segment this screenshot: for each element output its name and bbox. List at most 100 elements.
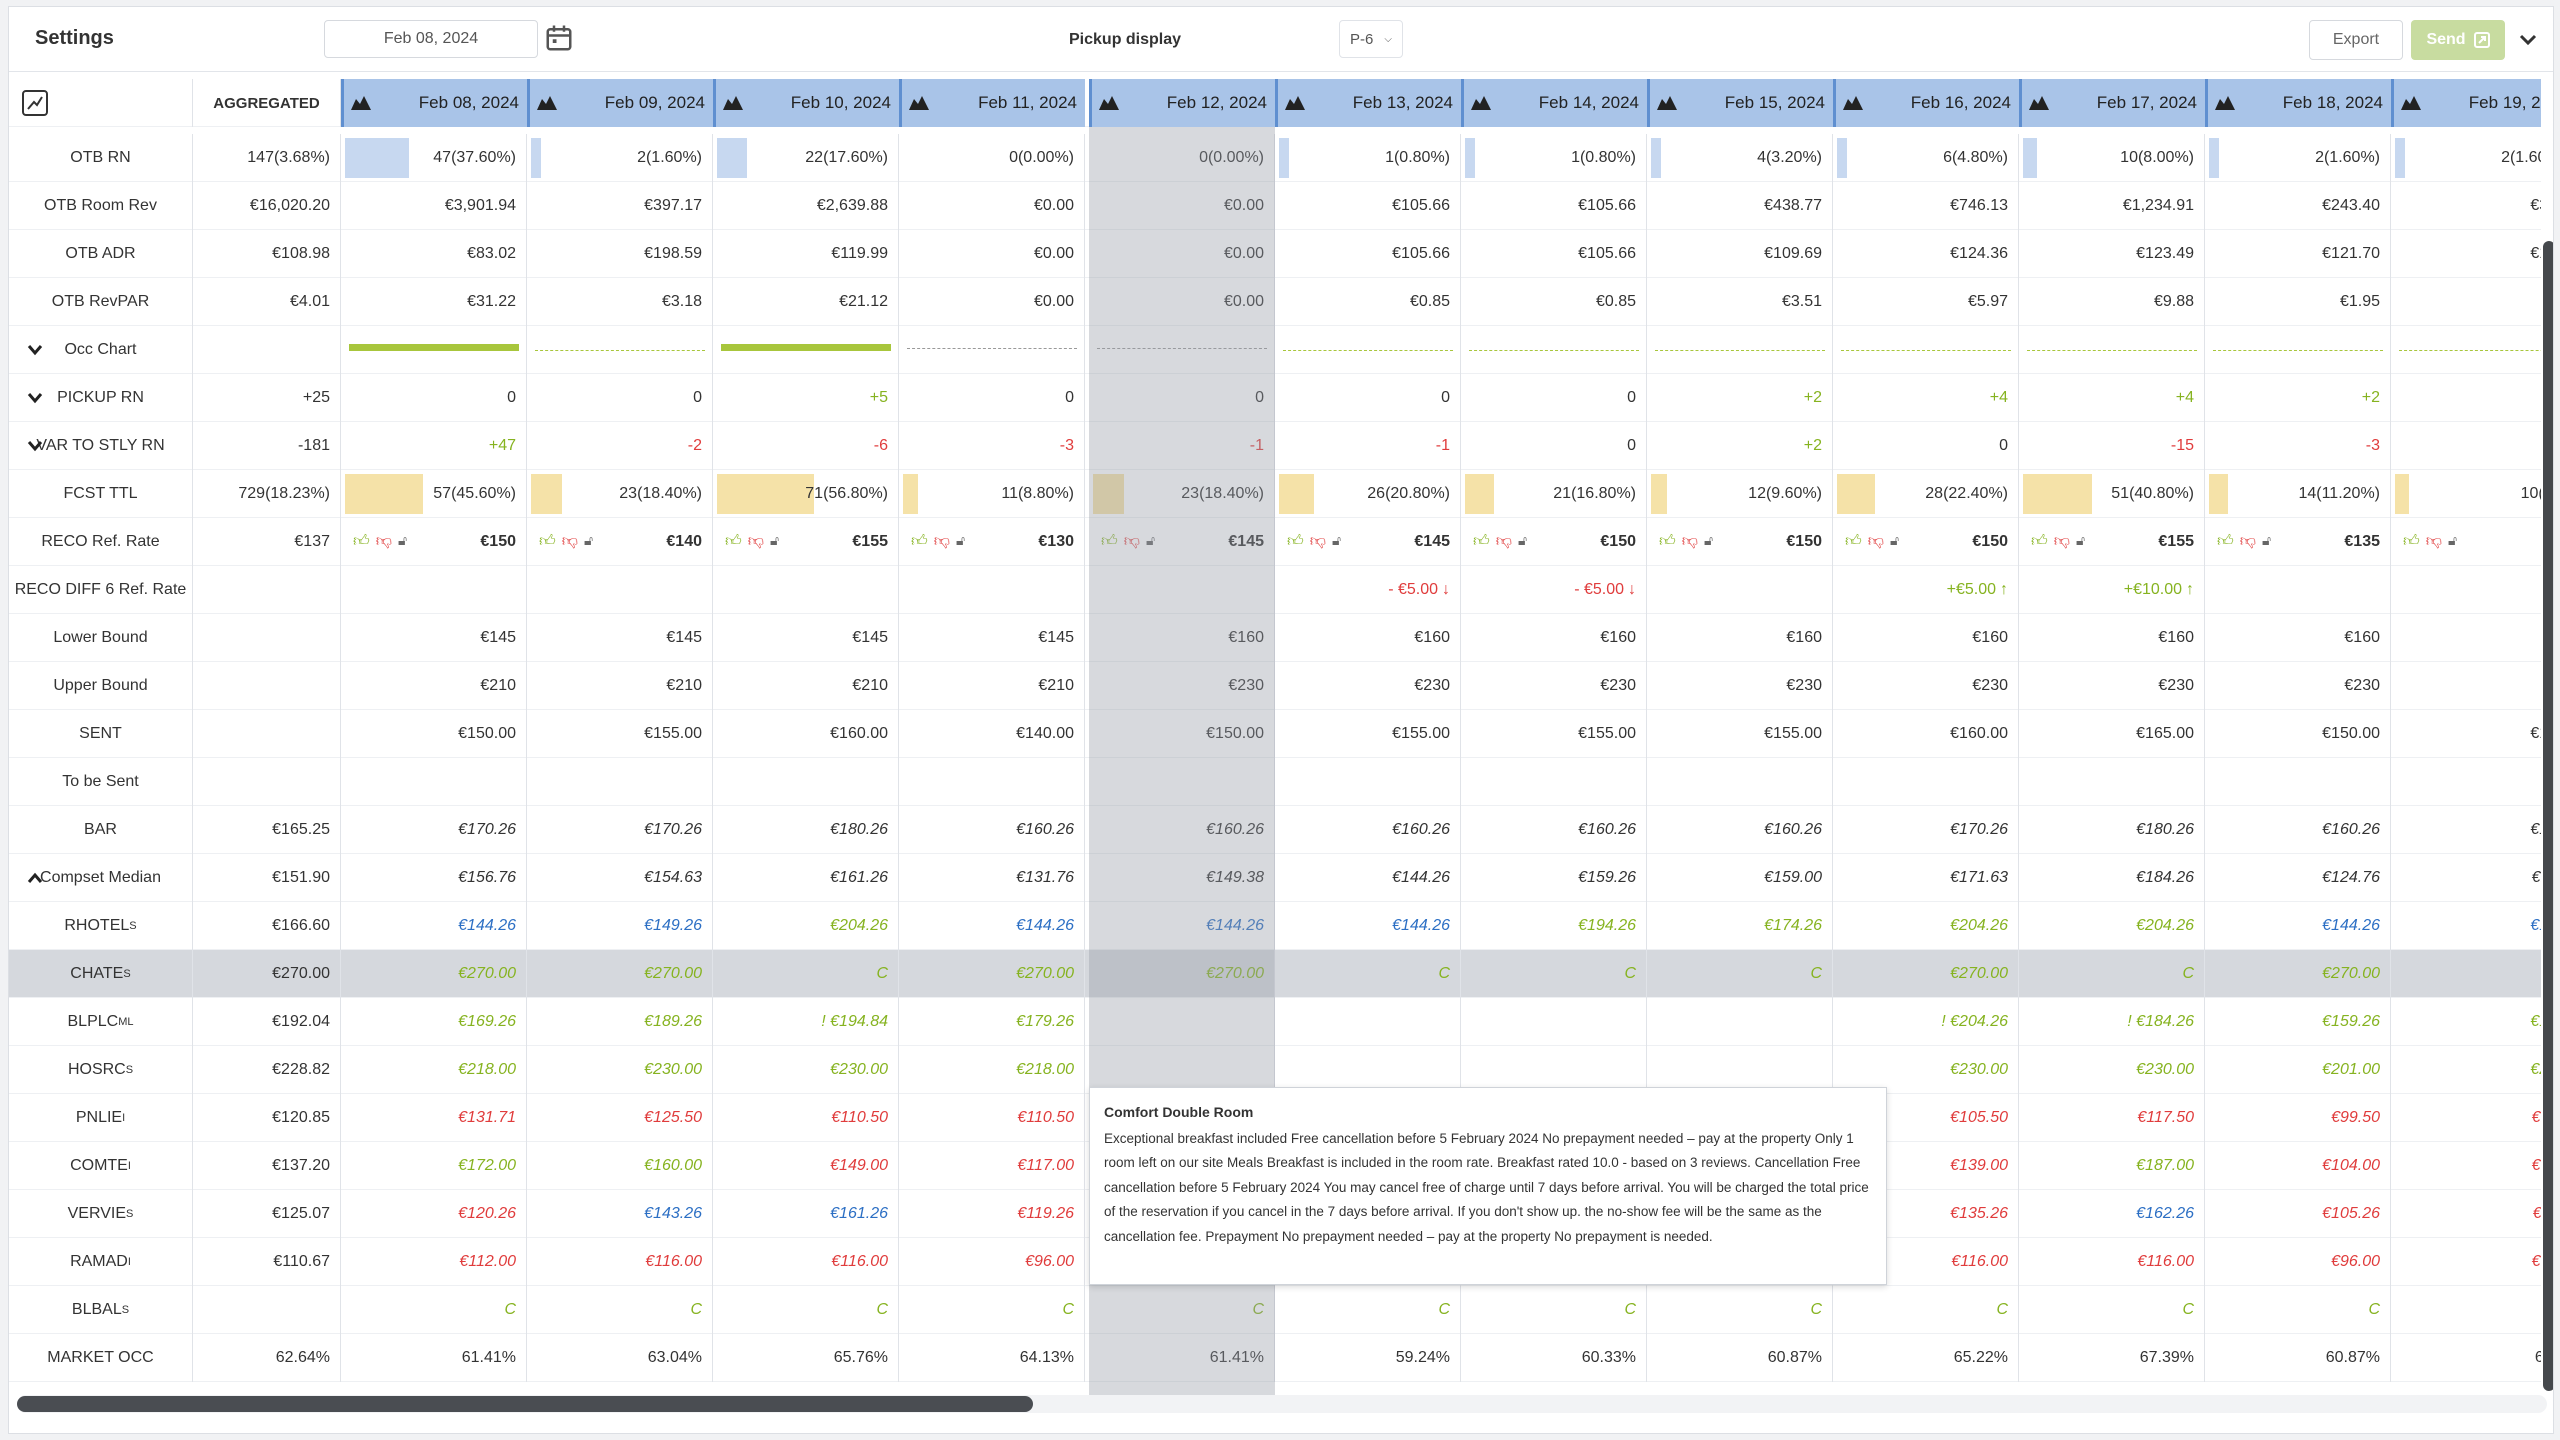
grid-cell[interactable]: €105.50 <box>1833 1094 2019 1142</box>
date-column-header[interactable]: Feb 09, 2024 <box>527 79 713 127</box>
grid-cell[interactable]: €344 <box>2391 182 2541 230</box>
grid-cell[interactable]: €160 <box>2019 614 2205 662</box>
grid-cell[interactable]: €144.26 <box>1089 902 1275 950</box>
grid-cell[interactable] <box>2391 566 2541 614</box>
grid-cell[interactable]: 0 <box>341 374 527 422</box>
grid-cell[interactable] <box>2205 566 2391 614</box>
grid-cell[interactable] <box>713 326 899 374</box>
grid-cell[interactable]: €105.66 <box>1275 182 1461 230</box>
grid-cell[interactable] <box>1647 1046 1833 1094</box>
date-column-header[interactable]: Feb 12, 2024 <box>1089 79 1275 127</box>
lock-icon[interactable]: 🔓︎ <box>769 532 780 548</box>
grid-cell[interactable] <box>341 758 527 806</box>
grid-cell[interactable]: €105.66 <box>1275 230 1461 278</box>
grid-cell[interactable]: €131.76 <box>899 854 1085 902</box>
grid-cell[interactable]: €155.00 <box>527 710 713 758</box>
lock-icon[interactable]: 🔓︎ <box>1889 532 1900 548</box>
grid-cell[interactable]: €230 <box>1833 662 2019 710</box>
grid-cell[interactable]: €1.95 <box>2205 278 2391 326</box>
grid-cell[interactable]: €0.00 <box>1089 230 1275 278</box>
grid-cell[interactable]: €125.50 <box>527 1094 713 1142</box>
grid-cell[interactable] <box>1461 326 1647 374</box>
grid-cell[interactable]: 60.87% <box>2205 1334 2391 1382</box>
grid-cell[interactable]: €2 <box>2391 278 2541 326</box>
grid-cell[interactable]: €105.66 <box>1461 182 1647 230</box>
grid-cell[interactable] <box>2391 422 2541 470</box>
grid-cell[interactable]: €144.26 <box>1275 854 1461 902</box>
grid-cell[interactable]: +€5.00 ↑ <box>1833 566 2019 614</box>
grid-cell[interactable]: 0 <box>527 374 713 422</box>
grid-cell[interactable]: 60.33% <box>1461 1334 1647 1382</box>
grid-cell[interactable]: €0.00 <box>899 230 1085 278</box>
grid-cell[interactable] <box>2391 374 2541 422</box>
grid-cell[interactable]: €104.00 <box>2205 1142 2391 1190</box>
grid-cell[interactable]: €150.00 <box>1089 710 1275 758</box>
thumbs-up-icon[interactable]: 👍︎ <box>2217 533 2234 550</box>
lock-icon[interactable]: 🔓︎ <box>1145 532 1156 548</box>
grid-cell[interactable]: +2 <box>1647 374 1833 422</box>
grid-cell[interactable]: €218.00 <box>899 1046 1085 1094</box>
grid-cell[interactable]: €160 <box>1089 614 1275 662</box>
thumbs-down-icon[interactable]: 👎︎ <box>375 533 392 550</box>
grid-cell[interactable]: 65.22% <box>1833 1334 2019 1382</box>
grid-cell[interactable]: €114 <box>2391 854 2541 902</box>
area-chart-icon[interactable] <box>1470 93 1492 111</box>
grid-cell[interactable]: 👍︎ 👎︎ 🔓︎ <box>2391 518 2541 566</box>
grid-cell[interactable]: €204.26 <box>713 902 899 950</box>
grid-cell[interactable]: €194.26 <box>1461 902 1647 950</box>
grid-cell[interactable]: 61.41% <box>341 1334 527 1382</box>
grid-cell[interactable]: €204.26 <box>2019 902 2205 950</box>
vertical-scrollbar[interactable] <box>2543 79 2553 1399</box>
grid-cell[interactable]: €155.00 <box>1461 710 1647 758</box>
grid-cell[interactable]: €170.26 <box>341 806 527 854</box>
chart-toggle-button[interactable] <box>9 79 193 127</box>
grid-cell[interactable]: €114 <box>2391 1142 2541 1190</box>
grid-cell[interactable]: +2 <box>1647 422 1833 470</box>
grid-cell[interactable]: €0.85 <box>1461 278 1647 326</box>
grid-cell[interactable]: 4(3.20%) <box>1647 134 1833 182</box>
grid-cell[interactable] <box>1089 758 1275 806</box>
grid-cell[interactable]: 0 <box>1275 374 1461 422</box>
grid-cell[interactable] <box>1461 998 1647 1046</box>
area-chart-icon[interactable] <box>1656 93 1678 111</box>
chevron-down-icon[interactable] <box>2513 25 2543 55</box>
grid-cell[interactable]: €169.26 <box>341 998 527 1046</box>
area-chart-icon[interactable] <box>722 93 744 111</box>
grid-cell[interactable]: 2(1.60%) <box>2205 134 2391 182</box>
grid-cell[interactable]: €105.26 <box>2205 1190 2391 1238</box>
grid-cell[interactable]: €159.26 <box>2205 998 2391 1046</box>
thumbs-up-icon[interactable]: 👍︎ <box>2031 533 2048 550</box>
grid-cell[interactable] <box>527 566 713 614</box>
grid-cell[interactable]: 60.87% <box>1647 1334 1833 1382</box>
grid-cell[interactable] <box>713 566 899 614</box>
thumbs-up-icon[interactable]: 👍︎ <box>2403 533 2420 550</box>
lock-icon[interactable]: 🔓︎ <box>583 532 594 548</box>
grid-cell[interactable]: €145 <box>341 614 527 662</box>
grid-cell[interactable] <box>1461 758 1647 806</box>
grid-cell[interactable] <box>2391 758 2541 806</box>
grid-cell[interactable]: €96.00 <box>2205 1238 2391 1286</box>
chevron-up-icon[interactable] <box>27 870 43 886</box>
grid-cell[interactable]: €116.00 <box>2019 1238 2205 1286</box>
grid-cell[interactable]: 👍︎ 👎︎ 🔓︎ €155 <box>713 518 899 566</box>
grid-cell[interactable]: €2,639.88 <box>713 182 899 230</box>
chevron-down-icon[interactable] <box>27 390 43 406</box>
grid-cell[interactable]: €143.26 <box>527 1190 713 1238</box>
grid-cell[interactable]: €174.26 <box>1647 902 1833 950</box>
grid-cell[interactable] <box>2205 326 2391 374</box>
grid-cell[interactable]: €179.26 <box>899 998 1085 1046</box>
grid-cell[interactable]: €123.49 <box>2019 230 2205 278</box>
grid-cell[interactable]: 0(0.00%) <box>899 134 1085 182</box>
grid-cell[interactable]: €160.00 <box>527 1142 713 1190</box>
grid-cell[interactable]: €230 <box>1275 662 1461 710</box>
date-input[interactable]: Feb 08, 2024 <box>324 20 538 58</box>
grid-cell[interactable]: €144 <box>2391 902 2541 950</box>
thumbs-up-icon[interactable]: 👍︎ <box>911 533 928 550</box>
grid-cell[interactable]: € <box>2391 614 2541 662</box>
grid-cell[interactable]: €204.26 <box>1833 902 2019 950</box>
grid-cell[interactable]: €172.00 <box>341 1142 527 1190</box>
grid-cell[interactable]: €201.00 <box>2205 1046 2391 1094</box>
grid-cell[interactable]: 2(1.60%) <box>2391 134 2541 182</box>
horizontal-scrollbar[interactable] <box>17 1395 2547 1413</box>
grid-cell[interactable]: 21(16.80%) <box>1461 470 1647 518</box>
